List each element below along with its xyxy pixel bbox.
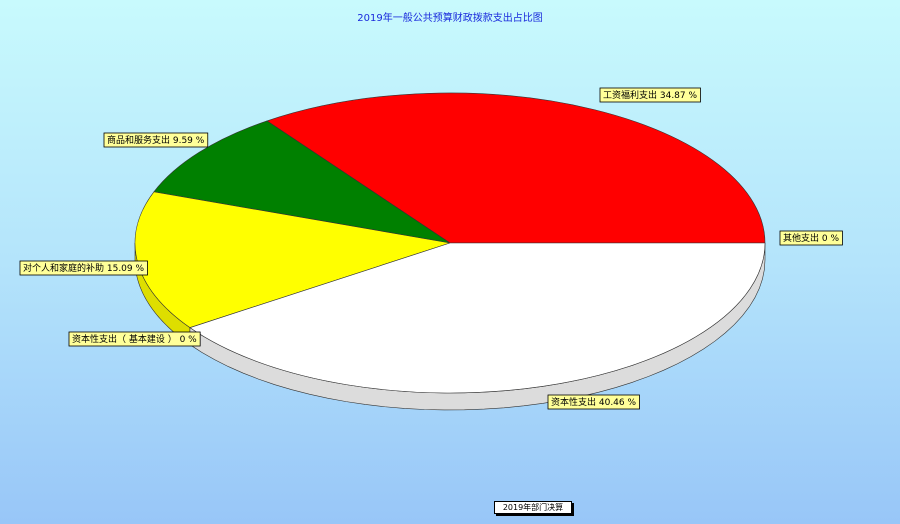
slice-label-2: 对个人和家庭的补助 15.09 %	[23, 262, 144, 274]
slice-label-3: 资本性支出（ 基本建设 ） 0 %	[72, 333, 197, 345]
pie-slice-1	[153, 120, 451, 244]
slice-label-box-0	[599, 87, 701, 103]
slice-label-5: 其他支出 0 %	[783, 232, 839, 244]
slice-label-box-5	[779, 230, 843, 246]
slice-label-1: 商品和服务支出 9.59 %	[107, 134, 205, 146]
slice-label-box-3	[68, 331, 201, 347]
slice-label-0: 工资福利支出 34.87 %	[603, 89, 697, 101]
pie-slice-0	[266, 92, 766, 244]
slice-label-4: 资本性支出 40.46 %	[551, 396, 636, 408]
pie-slice-4	[189, 242, 766, 394]
slice-label-box-1	[103, 132, 209, 148]
slice-label-box-2	[19, 260, 148, 276]
slice-label-box-4	[547, 394, 640, 410]
footer-button[interactable]: 2019年部门决算	[494, 501, 572, 514]
chart-title: 2019年一般公共预算财政拨款支出占比图	[357, 13, 543, 24]
